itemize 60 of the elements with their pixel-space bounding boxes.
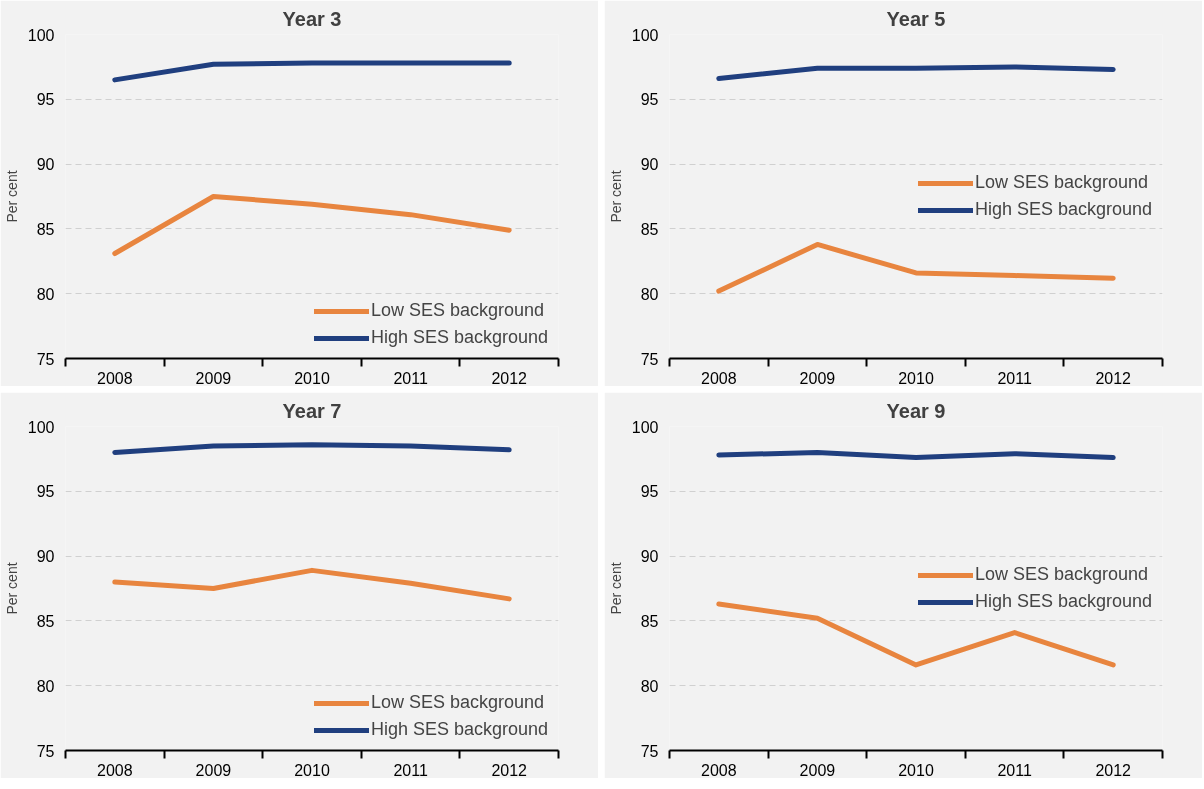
y-tick-label: 75 bbox=[36, 742, 55, 760]
y-tick-label: 85 bbox=[640, 220, 659, 238]
y-tick-label: 100 bbox=[631, 26, 659, 44]
x-tick-label: 2008 bbox=[97, 761, 133, 779]
legend-label: Low SES background bbox=[974, 172, 1148, 193]
x-tick-label: 2009 bbox=[195, 369, 232, 387]
y-tick-label: 85 bbox=[640, 612, 659, 630]
y-tick-label: 75 bbox=[36, 350, 55, 368]
x-tick-label: 2009 bbox=[799, 369, 836, 387]
y-tick-label: 95 bbox=[36, 483, 55, 501]
x-tick-label: 2011 bbox=[393, 761, 428, 779]
legend-label: High SES background bbox=[370, 719, 548, 740]
legend-label: Low SES background bbox=[370, 300, 544, 321]
x-tick-label: 2010 bbox=[294, 761, 330, 779]
legend-label: High SES background bbox=[370, 327, 548, 348]
legend-label: High SES background bbox=[974, 591, 1152, 612]
x-tick-label: 2011 bbox=[997, 761, 1032, 779]
y-tick-label: 90 bbox=[640, 156, 659, 174]
legend-label: Low SES background bbox=[974, 564, 1148, 585]
y-axis-title: Per cent bbox=[3, 562, 20, 615]
y-axis-title: Per cent bbox=[607, 170, 624, 223]
y-tick-label: 95 bbox=[36, 91, 55, 109]
x-tick-label: 2008 bbox=[701, 761, 737, 779]
y-axis-title: Per cent bbox=[3, 170, 20, 223]
y-tick-label: 80 bbox=[36, 677, 55, 695]
x-tick-label: 2011 bbox=[997, 369, 1032, 387]
legend-label: High SES background bbox=[974, 199, 1152, 220]
x-tick-label: 2008 bbox=[701, 369, 737, 387]
y-axis-title: Per cent bbox=[607, 562, 624, 615]
y-tick-label: 75 bbox=[640, 742, 659, 760]
chart-title: Year 5 bbox=[886, 7, 946, 30]
y-tick-label: 80 bbox=[640, 677, 659, 695]
y-tick-label: 75 bbox=[640, 350, 659, 368]
y-tick-label: 95 bbox=[640, 483, 659, 501]
chart-title: Year 3 bbox=[282, 7, 342, 30]
y-tick-label: 100 bbox=[27, 418, 55, 436]
chart-title: Year 7 bbox=[282, 399, 342, 422]
x-tick-label: 2012 bbox=[1095, 761, 1132, 779]
x-tick-label: 2012 bbox=[491, 761, 528, 779]
y-tick-label: 85 bbox=[36, 220, 55, 238]
y-tick-label: 100 bbox=[631, 418, 659, 436]
y-tick-label: 80 bbox=[640, 285, 659, 303]
y-tick-label: 90 bbox=[36, 548, 55, 566]
x-tick-label: 2009 bbox=[799, 761, 836, 779]
y-tick-label: 85 bbox=[36, 612, 55, 630]
y-tick-label: 80 bbox=[36, 285, 55, 303]
chart-title: Year 9 bbox=[886, 399, 946, 422]
x-tick-label: 2009 bbox=[195, 761, 232, 779]
y-tick-label: 95 bbox=[640, 91, 659, 109]
y-tick-label: 100 bbox=[27, 26, 55, 44]
x-tick-label: 2010 bbox=[898, 761, 934, 779]
x-tick-label: 2012 bbox=[491, 369, 528, 387]
x-tick-label: 2011 bbox=[393, 369, 428, 387]
x-tick-label: 2008 bbox=[97, 369, 133, 387]
legend-label: Low SES background bbox=[370, 692, 544, 713]
x-tick-label: 2010 bbox=[294, 369, 330, 387]
y-tick-label: 90 bbox=[36, 156, 55, 174]
x-tick-label: 2012 bbox=[1095, 369, 1132, 387]
y-tick-label: 90 bbox=[640, 548, 659, 566]
x-tick-label: 2010 bbox=[898, 369, 934, 387]
